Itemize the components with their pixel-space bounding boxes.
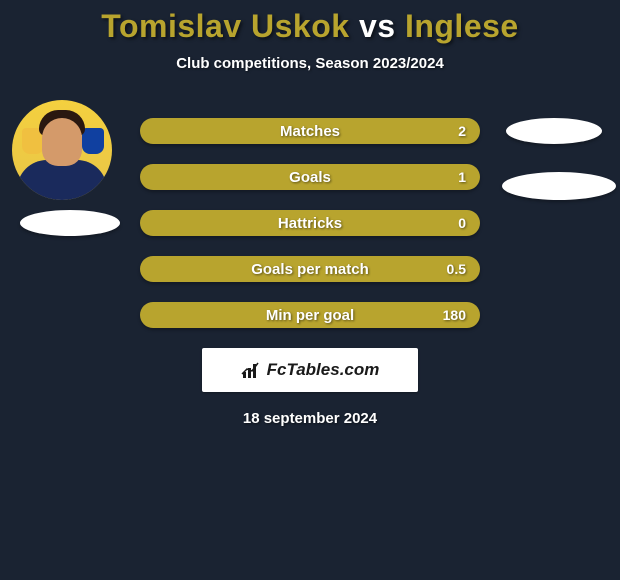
stat-label: Matches bbox=[280, 123, 340, 140]
stat-label: Goals per match bbox=[251, 261, 369, 278]
stat-value: 180 bbox=[443, 307, 466, 323]
logo-text: FcTables.com bbox=[267, 360, 380, 380]
player1-name: Tomislav Uskok bbox=[101, 8, 349, 44]
subtitle: Club competitions, Season 2023/2024 bbox=[0, 55, 620, 72]
stat-value: 2 bbox=[458, 123, 466, 139]
bar-chart-icon bbox=[241, 360, 261, 380]
pill-right-2 bbox=[502, 172, 616, 200]
stat-label: Goals bbox=[289, 169, 331, 186]
stat-row-mpg: Min per goal 180 bbox=[140, 302, 480, 328]
pill-right-1 bbox=[506, 118, 602, 144]
stat-value: 0.5 bbox=[447, 261, 466, 277]
avatar-badge-right bbox=[82, 128, 104, 154]
stat-row-matches: Matches 2 bbox=[140, 118, 480, 144]
comparison-title: Tomislav Uskok vs Inglese bbox=[0, 8, 620, 45]
date-text: 18 september 2024 bbox=[243, 410, 377, 427]
stat-row-hattricks: Hattricks 0 bbox=[140, 210, 480, 236]
pill-left bbox=[20, 210, 120, 236]
stat-value: 0 bbox=[458, 215, 466, 231]
stat-label: Min per goal bbox=[266, 307, 354, 324]
logo-box: FcTables.com bbox=[202, 348, 418, 392]
vs-text: vs bbox=[359, 8, 396, 44]
player1-avatar bbox=[12, 100, 112, 200]
stat-row-gpm: Goals per match 0.5 bbox=[140, 256, 480, 282]
avatar-face bbox=[42, 118, 82, 166]
stat-row-goals: Goals 1 bbox=[140, 164, 480, 190]
stat-value: 1 bbox=[458, 169, 466, 185]
stats-column: Matches 2 Goals 1 Hattricks 0 Goals per … bbox=[140, 118, 480, 348]
player2-name: Inglese bbox=[405, 8, 519, 44]
stat-label: Hattricks bbox=[278, 215, 342, 232]
avatar-jersey bbox=[17, 160, 107, 200]
